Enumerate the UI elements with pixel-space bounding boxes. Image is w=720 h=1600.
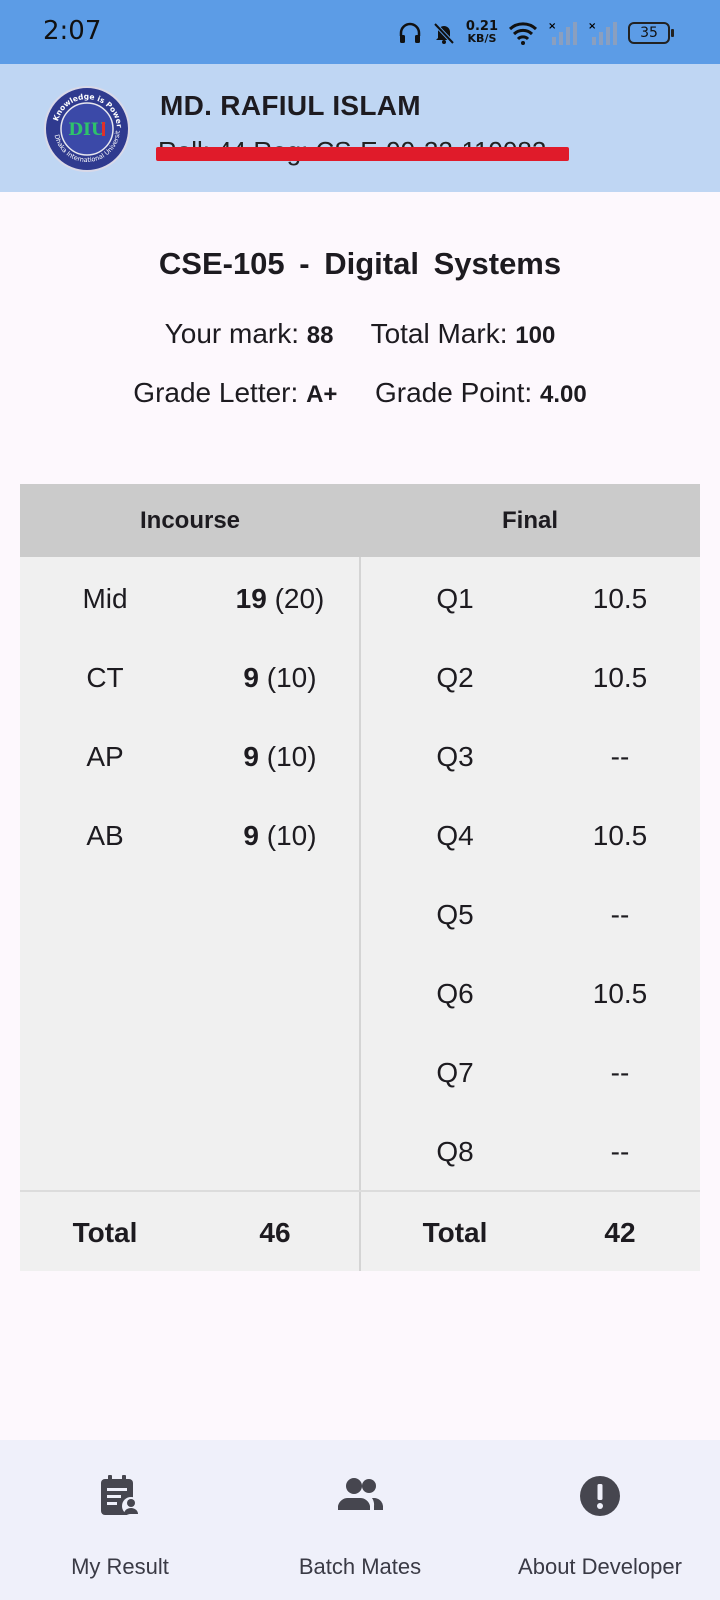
incourse-row-score: 9 (10) xyxy=(200,737,360,777)
final-row-label: Q7 xyxy=(436,1057,474,1088)
student-name: MD. RAFIUL ISLAM xyxy=(160,90,421,121)
network-speed-value: 0.21 xyxy=(465,19,498,34)
final-total-value: 42 xyxy=(604,1217,636,1248)
incourse-row-score: 9 (10) xyxy=(200,816,360,856)
nav-label-about-developer: About Developer xyxy=(518,1554,682,1579)
bottom-navigation: My Result Batch Mates About Developer xyxy=(0,1440,720,1600)
final-row-value: -- xyxy=(610,1136,630,1167)
status-bar: 2:07 0.21 KB/S × xyxy=(0,0,720,64)
svg-text:×: × xyxy=(548,21,556,32)
incourse-max: (10) xyxy=(266,662,317,693)
final-row-label: Q5 xyxy=(436,899,474,930)
incourse-row-label: AB xyxy=(86,820,124,851)
total-mark-value: 100 xyxy=(515,322,556,349)
incourse-row-label: CT xyxy=(86,662,124,693)
headphones-icon xyxy=(399,22,421,43)
grade-letter-label: Grade Letter: xyxy=(133,377,299,408)
incourse-max: (20) xyxy=(274,583,325,614)
status-icons: 0.21 KB/S × × 35 xyxy=(398,18,674,48)
course-name: Digital Systems xyxy=(324,246,562,281)
final-row-value: -- xyxy=(610,741,630,772)
course-separator: - xyxy=(299,246,310,281)
incourse-obtained: 9 xyxy=(243,820,259,851)
marks-line: Your mark: 88 Total Mark: 100 xyxy=(0,318,720,350)
column-divider xyxy=(359,557,361,1271)
nav-my-result[interactable]: My Result xyxy=(0,1440,240,1600)
final-row-value: 10.5 xyxy=(592,978,648,1009)
nav-about-developer[interactable]: About Developer xyxy=(480,1440,720,1600)
incourse-row-label: Mid xyxy=(82,583,128,614)
nav-label-batch-mates: Batch Mates xyxy=(298,1554,422,1579)
grade-point-label: Grade Point: xyxy=(374,377,533,408)
final-row-label: Q2 xyxy=(436,662,474,693)
network-speed-unit: KB/S xyxy=(467,32,497,45)
course-title: CSE-105 - Digital Systems xyxy=(0,246,720,282)
incourse-max: (10) xyxy=(266,820,317,851)
incourse-row-score: 9 (10) xyxy=(200,658,360,698)
people-icon xyxy=(338,1478,383,1510)
incourse-row-score: 19 (20) xyxy=(200,579,360,619)
incourse-obtained: 9 xyxy=(243,662,259,693)
incourse-max: (10) xyxy=(266,741,317,772)
total-divider xyxy=(20,1190,700,1192)
final-row-value: 10.5 xyxy=(592,583,648,614)
nav-label-my-result: My Result xyxy=(71,1554,169,1579)
logo-mid-text: DIU xyxy=(68,120,106,140)
bell-muted-icon xyxy=(433,22,455,45)
svg-text:×: × xyxy=(588,21,596,32)
final-row-label: Q8 xyxy=(436,1136,474,1167)
your-mark-label: Your mark: xyxy=(164,318,300,349)
network-speed: 0.21 KB/S xyxy=(465,19,498,45)
final-row-label: Q6 xyxy=(436,978,474,1009)
nav-batch-mates[interactable]: Batch Mates xyxy=(240,1440,480,1600)
your-mark-value: 88 xyxy=(306,322,334,349)
incourse-obtained: 9 xyxy=(243,741,259,772)
status-time: 2:07 xyxy=(43,16,102,46)
signal-sim1-icon: × xyxy=(548,21,577,45)
table-header: Incourse Final xyxy=(20,484,700,557)
final-row-value: 10.5 xyxy=(592,820,648,851)
grade-letter-value: A+ xyxy=(306,381,338,408)
final-row-value: -- xyxy=(610,899,630,930)
grade-point-value: 4.00 xyxy=(539,381,587,408)
marks-table: Incourse Final Mid 19 (20) CT 9 (10) AP … xyxy=(20,484,700,1271)
incourse-header: Incourse xyxy=(139,507,241,534)
result-document-icon xyxy=(101,1475,140,1515)
final-header: Final xyxy=(501,507,558,534)
university-logo: Knowledge is Power Dhaka International U… xyxy=(44,86,130,172)
incourse-obtained: 19 xyxy=(235,583,267,614)
course-code: CSE-105 xyxy=(158,246,285,281)
grade-line: Grade Letter: A+ Grade Point: 4.00 xyxy=(0,377,720,409)
wifi-icon xyxy=(508,22,538,45)
battery-indicator: 35 xyxy=(628,22,674,44)
incourse-total-value: 46 xyxy=(259,1217,291,1248)
final-total-label: Total xyxy=(422,1217,488,1248)
total-mark-label: Total Mark: xyxy=(370,318,508,349)
final-row-label: Q3 xyxy=(436,741,474,772)
redaction-bar xyxy=(156,147,569,161)
signal-sim2-icon: × xyxy=(588,21,617,45)
final-row-value: -- xyxy=(610,1057,630,1088)
incourse-row-label: AP xyxy=(86,741,124,772)
final-row-label: Q4 xyxy=(436,820,474,851)
info-exclamation-icon xyxy=(580,1476,620,1516)
incourse-total-label: Total xyxy=(72,1217,138,1248)
final-row-value: 10.5 xyxy=(592,662,648,693)
final-row-label: Q1 xyxy=(436,583,474,614)
